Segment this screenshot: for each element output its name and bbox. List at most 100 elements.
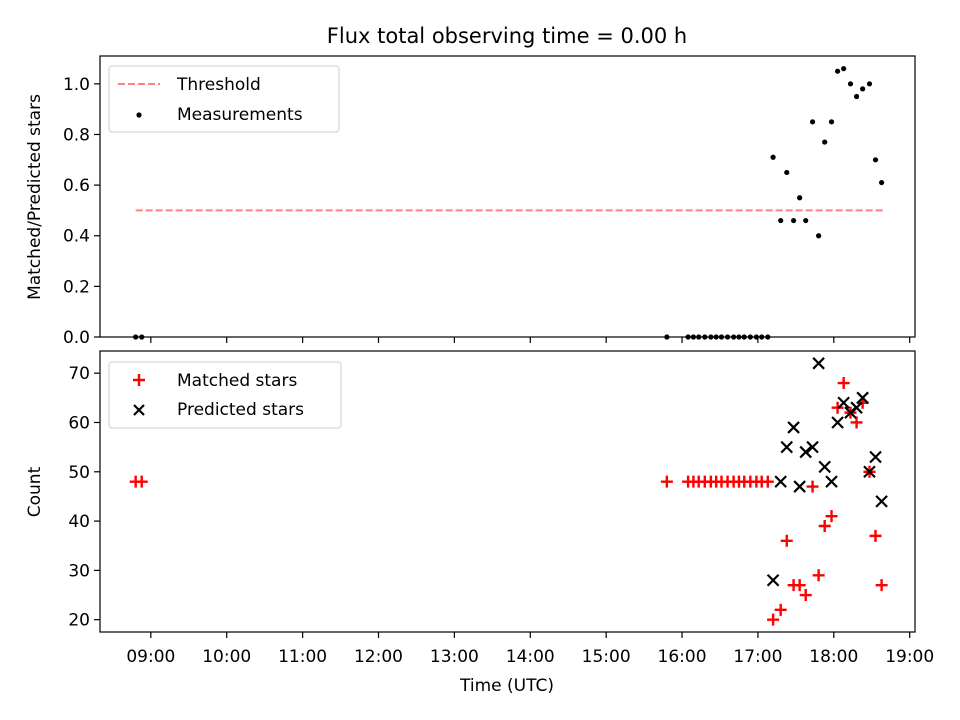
chart-title: Flux total observing time = 0.00 h bbox=[327, 24, 687, 48]
x-tick-label: 16:00 bbox=[658, 647, 707, 667]
matched-stars-point bbox=[818, 520, 831, 533]
bottom-y-axis-label: Count bbox=[25, 466, 45, 517]
predicted-stars-point bbox=[806, 440, 819, 454]
bottom-y-tick-label: 70 bbox=[68, 364, 90, 384]
predicted-stars-point bbox=[780, 440, 794, 454]
matched-stars-point bbox=[812, 569, 825, 582]
matched-stars-point bbox=[761, 475, 774, 488]
measurements-point bbox=[879, 179, 885, 186]
predicted-stars-point bbox=[774, 475, 787, 488]
x-tick-label: 13:00 bbox=[430, 647, 479, 667]
top-y-tick-label: 0.2 bbox=[63, 277, 90, 297]
legend-threshold-label: Threshold bbox=[176, 75, 261, 95]
bottom-x-ticks: 09:00 10:00 11:00 12:00 13:00 14:00 15:00 16:00… bbox=[126, 632, 934, 667]
x-tick-label: 17:00 bbox=[733, 647, 782, 667]
top-y-tick-label: 0.0 bbox=[63, 328, 90, 348]
matched-stars-point bbox=[767, 613, 780, 626]
legend-matched-swatch bbox=[133, 374, 145, 386]
measurements-point bbox=[847, 81, 854, 87]
predicted-stars-point bbox=[818, 460, 831, 474]
legend-predicted-swatch bbox=[133, 404, 145, 416]
matched-stars-point bbox=[831, 401, 844, 414]
measurements-point bbox=[778, 217, 784, 224]
predicted-stars-point bbox=[812, 357, 825, 370]
measurements-point bbox=[803, 217, 809, 224]
x-tick-label: 19:00 bbox=[885, 647, 934, 667]
measurements-point bbox=[872, 157, 879, 163]
predicted-stars-point bbox=[825, 475, 838, 488]
predicted-stars-point bbox=[869, 450, 882, 464]
bottom-y-tick-label: 40 bbox=[68, 512, 90, 532]
measurements-point bbox=[790, 217, 797, 224]
measurements-point bbox=[828, 119, 835, 125]
predicted-stars-point bbox=[837, 396, 850, 410]
matched-stars-point bbox=[660, 475, 673, 488]
predicted-stars-point bbox=[787, 421, 800, 434]
predicted-stars-point bbox=[856, 391, 869, 405]
legend-measurements-swatch bbox=[136, 112, 142, 118]
matched-stars-point bbox=[825, 510, 838, 523]
bottom-series-layer bbox=[129, 357, 888, 626]
bottom-legend-box bbox=[108, 361, 342, 429]
bottom-legend: Matched stars Predicted stars bbox=[108, 361, 342, 429]
top-legend-box bbox=[108, 65, 340, 133]
x-tick-label: 14:00 bbox=[506, 647, 555, 667]
x-tick-label: 10:00 bbox=[202, 647, 251, 667]
measurements-point bbox=[853, 93, 860, 100]
top-x-ticks bbox=[150, 337, 911, 343]
x-axis-label: Time (UTC) bbox=[459, 676, 554, 696]
bottom-axes-frame bbox=[99, 350, 916, 633]
matched-stars-point bbox=[135, 475, 148, 488]
x-tick-label: 11:00 bbox=[278, 647, 327, 667]
bottom-y-tick-label: 20 bbox=[68, 611, 90, 631]
top-y-tick-label: 0.6 bbox=[63, 176, 90, 196]
measurements-point bbox=[834, 68, 841, 74]
predicted-stars-point bbox=[793, 480, 806, 493]
measurements-point bbox=[866, 81, 873, 87]
measurements-point bbox=[841, 66, 847, 72]
bottom-y-tick-label: 60 bbox=[68, 413, 90, 433]
top-y-tick-label: 0.8 bbox=[63, 125, 90, 145]
predicted-stars-point bbox=[799, 445, 813, 459]
predicted-stars-point bbox=[875, 495, 888, 508]
top-y-ticks: 0.0 0.2 0.4 0.6 0.8 1.0 bbox=[63, 75, 100, 348]
x-tick-label: 18:00 bbox=[809, 647, 858, 667]
bottom-y-tick-label: 30 bbox=[68, 561, 90, 581]
measurements-point bbox=[809, 119, 816, 125]
matched-stars-point bbox=[850, 416, 863, 429]
top-y-tick-label: 0.4 bbox=[63, 227, 90, 247]
x-tick-label: 09:00 bbox=[126, 647, 175, 667]
predicted-stars-point bbox=[831, 416, 844, 429]
measurements-point bbox=[822, 139, 828, 145]
bottom-y-tick-label: 50 bbox=[68, 463, 90, 483]
legend-predicted-label: Predicted stars bbox=[177, 400, 304, 420]
matched-stars-point bbox=[837, 377, 850, 390]
matched-stars-point bbox=[780, 534, 793, 547]
top-legend: Threshold Measurements bbox=[108, 65, 340, 133]
bottom-y-ticks: 20 30 40 50 60 70 bbox=[68, 364, 100, 631]
legend-measurements-label: Measurements bbox=[177, 105, 303, 125]
top-panel: 0.0 0.2 0.4 0.6 0.8 1.0 Matched/Predicted sta… bbox=[25, 55, 916, 348]
measurements-point bbox=[797, 195, 803, 201]
measurements-point bbox=[860, 86, 866, 92]
matched-stars-point bbox=[869, 529, 882, 542]
measurements-point bbox=[770, 154, 776, 160]
measurements-point bbox=[784, 169, 790, 176]
top-y-tick-label: 1.0 bbox=[63, 75, 90, 95]
bottom-panel: 20 30 40 50 60 70 09:00 10:00 11:00 12:00 13:00 14… bbox=[25, 350, 934, 696]
predicted-stars-point bbox=[863, 465, 876, 479]
matched-stars-point bbox=[806, 480, 819, 493]
x-tick-label: 12:00 bbox=[354, 647, 403, 667]
legend-matched-label: Matched stars bbox=[177, 371, 297, 391]
top-axes-frame bbox=[99, 55, 916, 338]
matched-stars-point bbox=[799, 589, 812, 602]
matched-stars-point bbox=[793, 579, 806, 592]
top-y-axis-label: Matched/Predicted stars bbox=[25, 94, 45, 300]
predicted-stars-point bbox=[850, 401, 863, 414]
measurements-point bbox=[816, 233, 822, 239]
predicted-stars-point bbox=[766, 573, 780, 587]
matched-stars-point bbox=[875, 579, 888, 592]
x-tick-label: 15:00 bbox=[582, 647, 631, 667]
matched-stars-point bbox=[774, 603, 787, 616]
